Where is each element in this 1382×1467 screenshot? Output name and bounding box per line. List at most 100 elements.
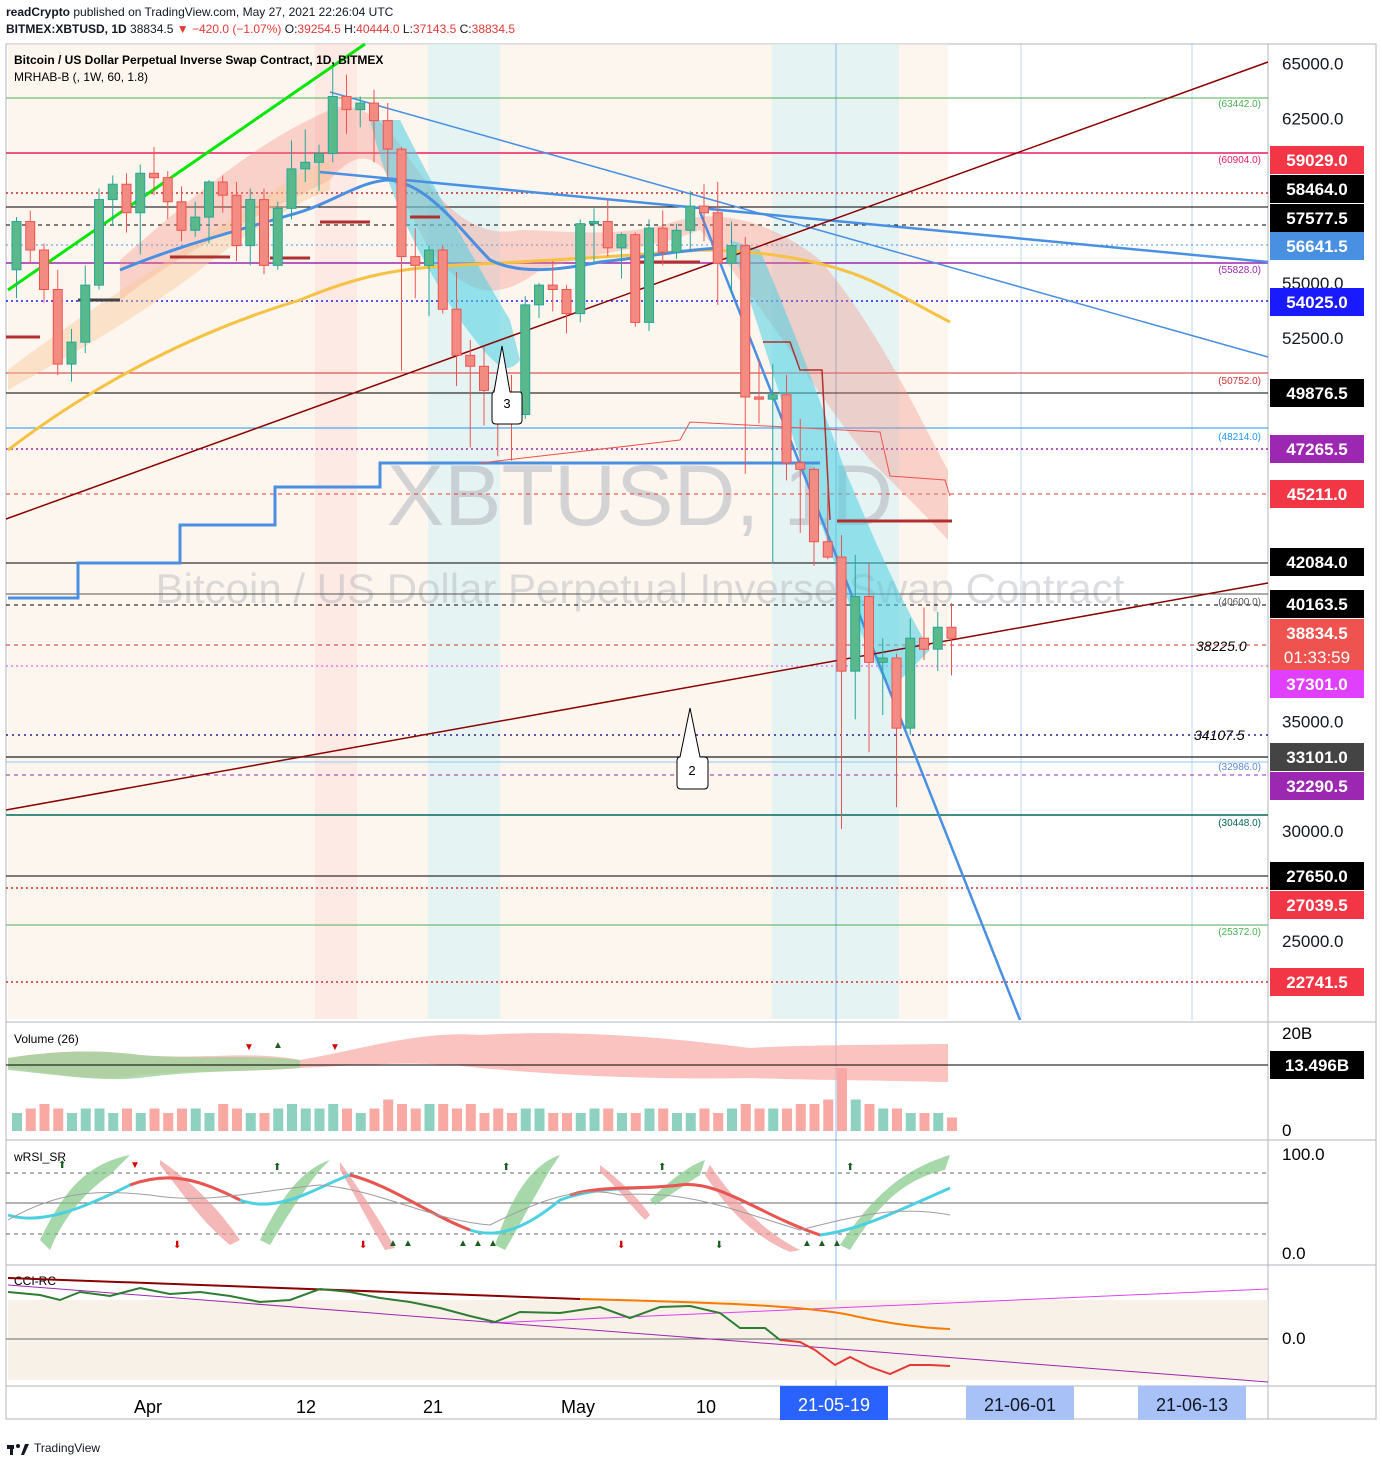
- author-name[interactable]: readCrypto: [6, 5, 71, 19]
- candle-body: [905, 637, 916, 729]
- volume-bar: [218, 1104, 229, 1131]
- candle-body: [589, 221, 599, 225]
- candle-body: [754, 396, 764, 400]
- price-badge-bg: [1270, 232, 1364, 260]
- candle-body: [616, 234, 627, 249]
- volume-bars: [12, 1068, 957, 1131]
- candle-body: [437, 249, 448, 310]
- volume-bar: [493, 1108, 504, 1131]
- candle: [259, 188, 269, 275]
- price-badge-bg: [1270, 548, 1364, 576]
- volume-bar: [190, 1108, 201, 1131]
- price-badge: 40163.5: [1270, 590, 1364, 618]
- candle-body: [850, 596, 861, 672]
- price-badge: 56641.5: [1270, 232, 1364, 260]
- volume-axis-top: 20B: [1282, 1024, 1312, 1043]
- price-badge-label: 54025.0: [1286, 293, 1347, 312]
- candle: [946, 603, 957, 676]
- volume-bar: [12, 1113, 22, 1131]
- candle: [135, 164, 146, 255]
- candle-body: [382, 120, 393, 150]
- price-badge: 27039.5: [1270, 891, 1364, 919]
- candle: [314, 144, 324, 191]
- symbol-label[interactable]: BITMEX:XBTUSD, 1D: [6, 22, 127, 36]
- candle-body: [245, 199, 256, 247]
- candle: [217, 175, 228, 213]
- volume-bar: [245, 1113, 256, 1131]
- level-tag: (50752.0): [1218, 376, 1261, 387]
- volume-bar: [823, 1099, 834, 1131]
- price-badge-bg: [1270, 146, 1364, 174]
- open-value: 39254.5: [297, 22, 341, 36]
- rsi-line-red: [129, 1173, 821, 1237]
- tradingview-footer[interactable]: TradingView: [6, 1440, 100, 1456]
- candle-body: [272, 207, 283, 266]
- level-tag: (48214.0): [1218, 432, 1261, 443]
- candle-body: [355, 102, 366, 111]
- up-marker-icon: ▲: [403, 1238, 413, 1249]
- volume-bar: [520, 1108, 531, 1131]
- price-badge: 58464.0: [1270, 175, 1364, 203]
- candle: [740, 236, 751, 474]
- step-line-red: [479, 421, 951, 497]
- up-marker-icon: ▲: [458, 1238, 468, 1249]
- volume-bar: [892, 1108, 902, 1131]
- callout-2[interactable]: 2: [676, 707, 709, 790]
- candle-body: [135, 172, 146, 214]
- candle: [424, 245, 434, 316]
- candle: [11, 217, 22, 299]
- volume-bar: [342, 1108, 352, 1131]
- candle: [864, 563, 874, 753]
- candle-body: [712, 212, 723, 264]
- time-axis[interactable]: Apr 12 21 May 10 21-05-19 21-06-01 21-06…: [134, 1386, 1246, 1420]
- volume-bar: [548, 1113, 559, 1131]
- price-badge-label: 22741.5: [1286, 973, 1347, 992]
- price-badge-label: 40163.5: [1286, 595, 1347, 614]
- candle-body: [39, 249, 49, 291]
- candle-body: [657, 227, 668, 253]
- callout-3[interactable]: 3: [491, 345, 523, 425]
- volume-bar: [300, 1108, 311, 1131]
- legend-title: Bitcoin / US Dollar Perpetual Inverse Sw…: [14, 53, 383, 67]
- price-badge: 49876.5: [1270, 379, 1364, 407]
- candle: [190, 201, 201, 237]
- level-tag: (55828.0): [1218, 265, 1261, 276]
- time-label-0519: 21-05-19: [798, 1395, 870, 1415]
- volume-bar: [273, 1108, 284, 1131]
- rsi-fill-green: [650, 1160, 705, 1205]
- candle-body: [341, 95, 352, 111]
- rsi-down-markers: ▼ ⬇ ⬇ ⬇: [130, 1160, 625, 1251]
- candle-body: [369, 102, 379, 122]
- up-arrow-icon: ⬆: [846, 1162, 854, 1173]
- rsi-fill-red: [600, 1165, 650, 1220]
- candle: [534, 282, 544, 319]
- candle-body: [809, 468, 819, 543]
- candle-body: [891, 657, 902, 729]
- price-badge-bg: [1270, 175, 1364, 203]
- price-badge: 27650.0: [1270, 862, 1364, 890]
- volume-bar: [397, 1104, 407, 1131]
- candle-body: [726, 245, 737, 264]
- candle: [107, 175, 118, 226]
- candle: [162, 171, 173, 220]
- candle: [850, 554, 861, 720]
- time-label-0601: 21-06-01: [984, 1395, 1056, 1415]
- time-badge-0519: [780, 1386, 888, 1420]
- publish-info: readCrypto published on TradingView.com,…: [6, 5, 393, 19]
- candle-body: [932, 626, 943, 650]
- down-arrow-icon: ⬇: [617, 1240, 625, 1251]
- level-note-34107: 34107.5: [1194, 727, 1245, 743]
- up-marker-icon: ▲: [473, 1238, 483, 1249]
- volume-bar: [465, 1104, 476, 1131]
- candle-body: [864, 596, 874, 663]
- callout-3-label: 3: [503, 396, 510, 411]
- candle-body: [822, 541, 833, 558]
- candle: [589, 208, 599, 264]
- candle: [25, 210, 36, 264]
- price-badge: 59029.0: [1270, 146, 1364, 174]
- candle: [121, 173, 132, 233]
- candle: [520, 296, 531, 419]
- cci-trendline-up: [489, 1288, 1269, 1324]
- volume-bar: [424, 1104, 435, 1131]
